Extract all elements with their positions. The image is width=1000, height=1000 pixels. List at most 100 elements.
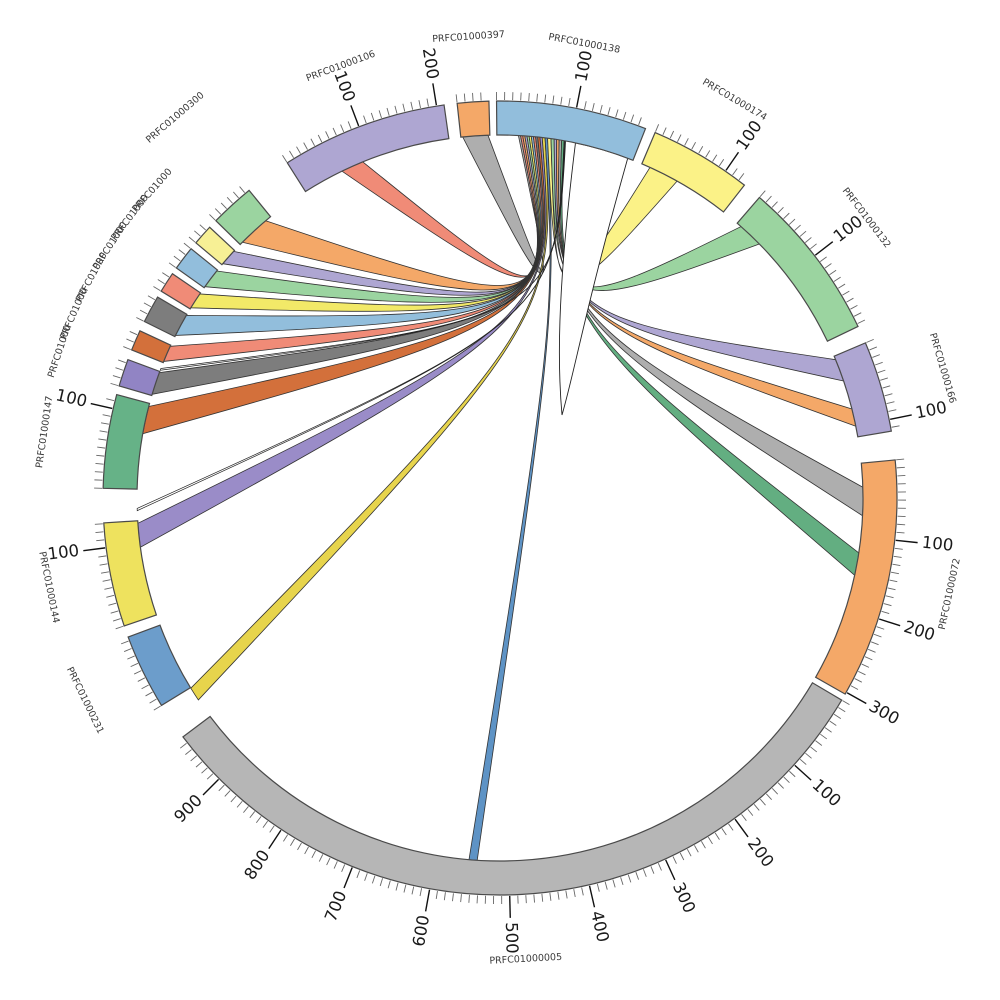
- minor-tick-PRFC01000005-570: [452, 893, 454, 902]
- minor-tick-PRFC01000005-910: [206, 773, 214, 780]
- segment-PRFC01000138: [495, 100, 647, 162]
- minor-tick-PRFC01000106-150: [394, 105, 398, 114]
- minor-tick-PRFC01000147-40: [96, 454, 105, 457]
- minor-tick-PRFC01000106-120: [370, 112, 375, 121]
- minor-tick-PRFC01000166-70: [884, 393, 893, 397]
- minor-tick-PRFC01000166-30: [874, 361, 883, 366]
- minor-tick-PRFC01000106-70: [332, 127, 337, 136]
- major-tick-PRFC01000005-100: [794, 764, 812, 781]
- minor-tick-PRFC01000397-0: [455, 94, 458, 103]
- tick-label-PRFC01000072-200: 200: [902, 617, 938, 645]
- minor-tick-PRFC01000005-290: [672, 856, 677, 864]
- major-tick-PRFC01000072-100: [895, 539, 918, 544]
- minor-tick-PRFC01000300-20: [220, 202, 227, 210]
- minor-tick-PRFC01000147-50: [97, 446, 106, 449]
- minor-tick-PRFC01000106-30: [303, 142, 308, 150]
- minor-tick-PRFC01000005-210: [728, 823, 734, 831]
- segment-label-small-yellow: PRFC01000: [130, 166, 174, 214]
- segment-PRFC01000132: [736, 196, 859, 342]
- minor-tick-PRFC01000300-40: [232, 191, 239, 199]
- minor-tick-PRFC01000005-960: [179, 742, 187, 749]
- minor-tick-PRFC01000147-80: [100, 422, 109, 425]
- minor-tick-PRFC01000166-80: [886, 401, 895, 405]
- minor-tick-PRFC01000138-160: [622, 111, 627, 120]
- minor-tick-PRFC01000138-40: [528, 93, 530, 102]
- minor-tick-PRFC01000144-80: [99, 563, 108, 566]
- minor-tick-PRFC01000005-750: [311, 850, 317, 859]
- minor-tick-PRFC01000005-870: [230, 795, 237, 803]
- minor-tick-PRFC01000005-480: [525, 895, 527, 904]
- minor-tick-small-salmon-10: [157, 279, 165, 285]
- minor-tick-PRFC01000005-190: [741, 814, 747, 821]
- minor-tick-PRFC01000138-140: [607, 107, 611, 116]
- minor-tick-small-salmon-0: [153, 286, 161, 292]
- segment-label-PRFC01000166: PRFC01000166: [927, 332, 958, 405]
- minor-tick-PRFC01000106-140: [386, 107, 390, 116]
- minor-tick-PRFC01000005-430: [565, 890, 568, 899]
- minor-tick-PRFC01000005-60: [815, 740, 823, 746]
- minor-tick-PRFC01000300-10: [214, 208, 222, 215]
- tick-label-PRFC01000005-100: 100: [809, 775, 845, 810]
- minor-tick-PRFC01000138-70: [552, 95, 555, 104]
- segment-label-PRFC01000005: PRFC01000005: [489, 952, 562, 967]
- minor-tick-PRFC01000166-0: [866, 338, 874, 343]
- minor-tick-PRFC01000106-40: [310, 138, 316, 147]
- minor-tick-PRFC01000072-280: [854, 678, 863, 683]
- minor-tick-small-dkgray-10: [139, 309, 148, 315]
- minor-tick-small-lightblue-20: [178, 249, 186, 255]
- minor-tick-PRFC01000174-60: [698, 146, 704, 154]
- tick-label-PRFC01000005-900: 900: [170, 791, 206, 827]
- minor-tick-PRFC01000138-180: [638, 117, 642, 126]
- minor-tick-PRFC01000138-60: [544, 94, 547, 103]
- minor-tick-PRFC01000132-110: [819, 256, 827, 262]
- minor-tick-PRFC01000005-450: [549, 892, 552, 901]
- minor-tick-PRFC01000005-250: [701, 841, 706, 849]
- minor-tick-PRFC01000300-30: [226, 197, 233, 204]
- segment-label-PRFC01000397: PRFC01000397: [432, 29, 505, 45]
- minor-tick-PRFC01000005-810: [269, 825, 275, 833]
- minor-tick-PRFC01000106-170: [410, 101, 414, 110]
- tick-label-PRFC01000005-800: 800: [240, 846, 273, 883]
- minor-tick-PRFC01000005-660: [379, 878, 384, 887]
- minor-tick-PRFC01000005-0: [842, 700, 850, 706]
- minor-tick-PRFC01000005-440: [557, 891, 560, 900]
- major-tick-PRFC01000005-800: [268, 829, 282, 850]
- minor-tick-PRFC01000231-60: [130, 662, 139, 668]
- minor-tick-PRFC01000005-110: [789, 770, 796, 778]
- minor-tick-PRFC01000147-70: [99, 430, 108, 433]
- minor-tick-small-lightblue-30: [183, 242, 191, 249]
- minor-tick-PRFC01000144-20: [110, 610, 119, 614]
- major-tick-PRFC01000005-400: [588, 885, 596, 908]
- minor-tick-PRFC01000132-200: [857, 319, 866, 324]
- minor-tick-PRFC01000231-50: [133, 670, 142, 675]
- minor-tick-PRFC01000005-270: [686, 848, 692, 857]
- segment-small-yellow: [195, 226, 236, 266]
- minor-tick-PRFC01000231-0: [153, 705, 161, 711]
- minor-tick-PRFC01000132-0: [759, 190, 766, 198]
- minor-tick-PRFC01000174-120: [738, 173, 745, 181]
- minor-tick-PRFC01000005-310: [657, 862, 662, 871]
- minor-tick-PRFC01000072-170: [885, 595, 894, 599]
- minor-tick-PRFC01000166-10: [869, 346, 878, 351]
- minor-tick-small-yellow-0: [188, 236, 196, 243]
- segment-PRFC01000106: [286, 104, 450, 193]
- minor-tick-PRFC01000174-70: [705, 150, 711, 158]
- major-tick-PRFC01000005-200: [734, 818, 749, 838]
- minor-tick-PRFC01000138-80: [560, 96, 563, 105]
- minor-tick-PRFC01000144-130: [94, 523, 103, 525]
- segment-label-PRFC01000147: PRFC01000147: [34, 395, 55, 469]
- minor-tick-PRFC01000005-590: [435, 890, 438, 900]
- tick-label-PRFC01000147-100: 100: [54, 385, 89, 411]
- minor-tick-PRFC01000147-110: [106, 398, 115, 402]
- minor-tick-small-purple-0: [110, 382, 119, 387]
- minor-tick-PRFC01000005-650: [387, 880, 391, 889]
- ribbon-PRFC01000138-to-PRFC01000231: [190, 137, 549, 701]
- minor-tick-PRFC01000005-180: [747, 809, 754, 816]
- segment-PRFC01000231: [127, 624, 192, 707]
- minor-tick-PRFC01000005-320: [650, 866, 655, 874]
- minor-tick-PRFC01000106-160: [402, 103, 406, 112]
- minor-tick-PRFC01000138-170: [630, 114, 635, 123]
- tick-label-PRFC01000072-300: 300: [866, 696, 903, 728]
- minor-tick-PRFC01000005-340: [635, 871, 640, 880]
